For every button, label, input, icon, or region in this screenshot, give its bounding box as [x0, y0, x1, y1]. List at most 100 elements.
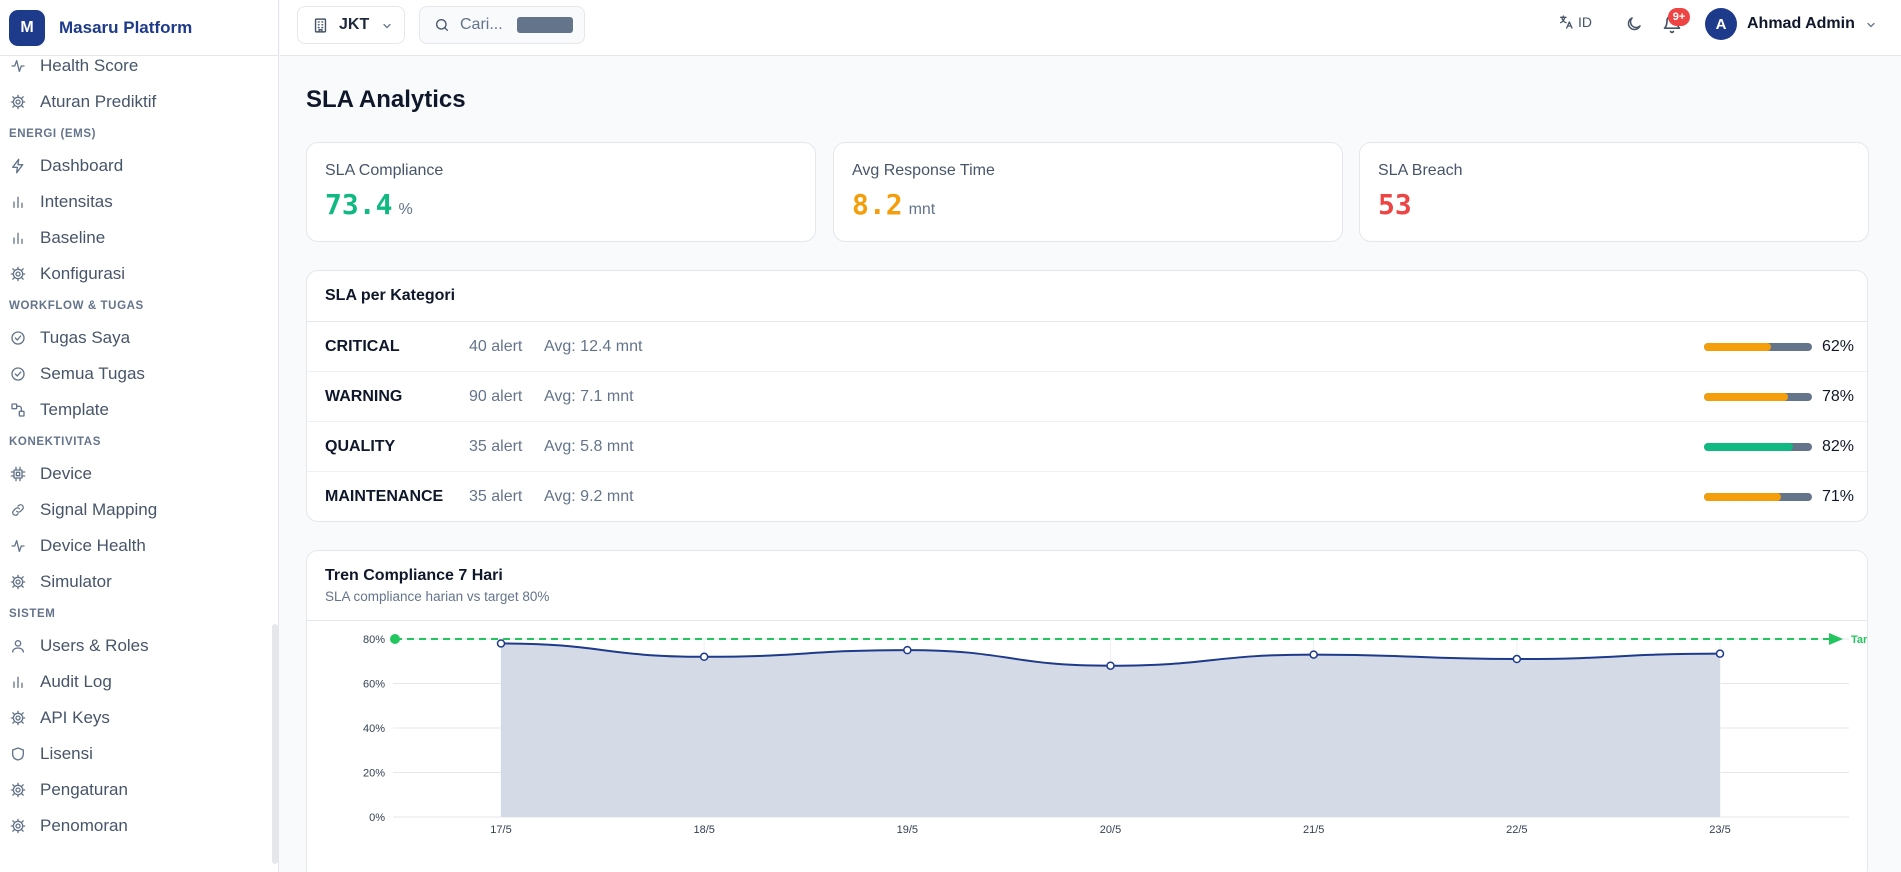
category-percentage: 71%	[1822, 488, 1855, 505]
sidebar-item-label: Template	[40, 400, 109, 419]
y-tick-label: 60%	[363, 679, 385, 691]
sidebar-item-label: Audit Log	[40, 672, 112, 691]
sidebar-item-pengaturan[interactable]: Pengaturan	[0, 772, 278, 808]
sidebar-item-tugas-saya[interactable]: Tugas Saya	[0, 320, 278, 356]
category-name: QUALITY	[325, 437, 396, 455]
workflow-icon	[10, 402, 26, 418]
activity-icon	[10, 58, 26, 74]
sidebar-item-label: Tugas Saya	[40, 328, 131, 347]
building-icon	[312, 17, 329, 34]
page-scrollbar[interactable]	[1893, 56, 1901, 816]
category-progress-bar	[1704, 493, 1812, 501]
x-tick-label: 18/5	[693, 824, 714, 836]
compliance-trend-chart: 0% 20% 40% 60% 80% Target 17/5 18/5 19/5 20/5 21/5…	[307, 621, 1868, 872]
brand-logo: M	[9, 9, 45, 46]
keyboard-shortcut-hint	[516, 17, 573, 33]
category-avg-response: Avg: 5.8 mnt	[544, 437, 634, 455]
sidebar-item-audit-log[interactable]: Audit Log	[0, 664, 278, 700]
category-progress-bar	[1704, 393, 1812, 401]
sidebar-item-device[interactable]: Device	[0, 456, 278, 492]
chevron-down-icon	[1865, 18, 1877, 30]
language-switcher[interactable]: ID	[1558, 14, 1592, 30]
brand-name: Masaru Platform	[59, 17, 193, 37]
sidebar-item-intensitas[interactable]: Intensitas	[0, 184, 278, 220]
card-subtitle: SLA compliance harian vs target 80%	[325, 589, 550, 604]
category-alert-count: 35 alert	[469, 488, 523, 505]
kpi-unit: %	[398, 201, 413, 218]
x-tick-label: 21/5	[1303, 824, 1324, 836]
sidebar-item-baseline[interactable]: Baseline	[0, 220, 278, 256]
bar-chart-icon	[10, 230, 26, 246]
sidebar-item-health-score[interactable]: Health Score	[0, 48, 278, 84]
gear-icon	[10, 782, 26, 798]
shield-icon	[10, 746, 26, 762]
card-title: Tren Compliance 7 Hari	[325, 567, 503, 584]
language-code: ID	[1578, 14, 1592, 30]
sidebar-item-device-health[interactable]: Device Health	[0, 528, 278, 564]
y-tick-label: 20%	[363, 768, 385, 780]
category-name: WARNING	[325, 387, 403, 405]
sidebar-item-label: Pengaturan	[40, 780, 128, 799]
sidebar-item-lisensi[interactable]: Lisensi	[0, 736, 278, 772]
sidebar-item-users-and-roles[interactable]: Users & Roles	[0, 628, 278, 664]
kpi-value: 53	[1378, 188, 1412, 221]
chart-svg: 0% 20% 40% 60% 80% Target 17/5 18/5 19/5 20/5 21/5…	[363, 633, 1868, 836]
category-percentage: 82%	[1822, 438, 1855, 455]
category-percentage: 78%	[1822, 388, 1855, 405]
sidebar-item-label: Intensitas	[40, 192, 113, 211]
search-box[interactable]: Cari...	[419, 6, 585, 44]
moon-icon[interactable]	[1625, 15, 1643, 33]
x-tick-label: 19/5	[897, 824, 918, 836]
x-tick-label: 23/5	[1709, 824, 1730, 836]
category-name: CRITICAL	[325, 337, 400, 355]
target-label: Target	[1851, 634, 1868, 646]
sidebar-item-aturan-prediktif[interactable]: Aturan Prediktif	[0, 84, 278, 120]
sidebar-scrollbar[interactable]	[272, 624, 278, 864]
sidebar-section-workflow-and-tugas: WORKFLOW & TUGAS	[9, 300, 144, 312]
kpi-card-avg-response-time: Avg Response Time 8.2 mnt	[833, 142, 1343, 242]
compliance-area	[501, 643, 1720, 817]
bar-chart-icon	[10, 194, 26, 210]
sidebar-item-dashboard[interactable]: Dashboard	[0, 148, 278, 184]
sidebar-item-template[interactable]: Template	[0, 392, 278, 428]
target-start-marker	[390, 634, 400, 644]
category-progress-bar	[1704, 443, 1812, 451]
data-point	[699, 652, 709, 662]
y-tick-label: 0%	[369, 812, 385, 824]
gear-icon	[10, 710, 26, 726]
check-circle-icon	[10, 366, 26, 382]
sidebar-item-label: Device	[40, 464, 92, 483]
category-alert-count: 35 alert	[469, 437, 523, 455]
site-selector[interactable]: JKT	[297, 6, 405, 44]
sidebar-item-penomoran[interactable]: Penomoran	[0, 808, 278, 844]
sidebar-item-label: Lisensi	[40, 744, 93, 763]
user-menu[interactable]: A Ahmad Admin	[1705, 8, 1877, 40]
sidebar-item-simulator[interactable]: Simulator	[0, 564, 278, 600]
category-row-warning: WARNING 90 alert Avg: 7.1 mnt 78%	[307, 372, 1867, 422]
category-progress-fill	[1704, 493, 1781, 501]
category-row-critical: CRITICAL 40 alert Avg: 12.4 mnt 62%	[307, 322, 1867, 372]
sidebar-item-semua-tugas[interactable]: Semua Tugas	[0, 356, 278, 392]
user-icon	[10, 638, 26, 654]
check-circle-icon	[10, 330, 26, 346]
site-selector-value: JKT	[339, 16, 370, 33]
kpi-value: 8.2	[852, 188, 903, 221]
search-placeholder: Cari...	[460, 16, 503, 33]
sidebar-item-api-keys[interactable]: API Keys	[0, 700, 278, 736]
activity-icon	[10, 538, 26, 554]
sidebar-item-label: Users & Roles	[40, 636, 149, 655]
sidebar-item-konfigurasi[interactable]: Konfigurasi	[0, 256, 278, 292]
card-title: SLA per Kategori	[307, 271, 1867, 322]
brand[interactable]: M Masaru Platform	[0, 0, 278, 56]
gear-icon	[10, 94, 26, 110]
category-row-quality: QUALITY 35 alert Avg: 5.8 mnt 82%	[307, 422, 1867, 472]
sidebar-item-label: Semua Tugas	[40, 364, 145, 383]
data-point	[903, 645, 912, 655]
sidebar-item-signal-mapping[interactable]: Signal Mapping	[0, 492, 278, 528]
link-icon	[10, 502, 26, 518]
category-progress-fill	[1704, 443, 1793, 451]
x-tick-label: 22/5	[1506, 824, 1527, 836]
notification-badge: 9+	[1668, 8, 1690, 26]
sidebar: M Masaru Platform Health Score Aturan Pre…	[0, 0, 279, 872]
data-point	[1106, 661, 1115, 670]
